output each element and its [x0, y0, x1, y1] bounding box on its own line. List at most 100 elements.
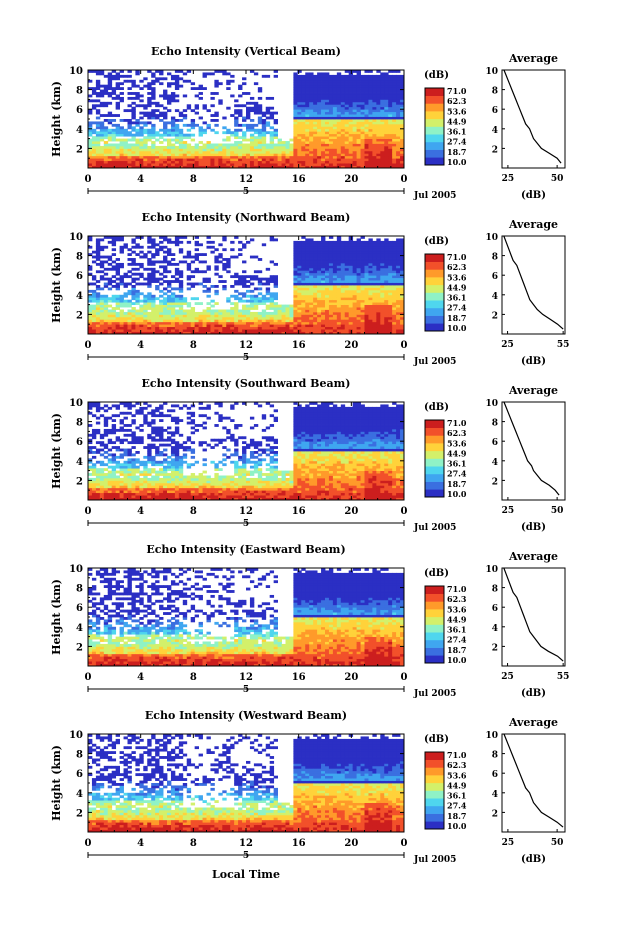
heatmap-cell: [321, 248, 325, 251]
heatmap-cell: [392, 275, 396, 278]
heatmap-cell: [167, 248, 171, 251]
heatmap-cell: [92, 278, 96, 281]
heatmap-cell: [325, 161, 329, 164]
heatmap-cell: [353, 107, 357, 110]
heatmap-cell: [242, 131, 246, 134]
heatmap-cell: [361, 163, 365, 166]
heatmap-cell: [337, 319, 341, 322]
heatmap-cell: [325, 121, 329, 124]
heatmap-cell: [179, 136, 183, 139]
heatmap-cell: [199, 270, 203, 273]
heatmap-cell: [361, 317, 365, 320]
heatmap-cell: [159, 134, 163, 137]
heatmap-cell: [183, 329, 187, 332]
heatmap-cell: [210, 144, 214, 147]
heatmap-cell: [376, 273, 380, 276]
heatmap-cell: [293, 275, 297, 278]
heatmap-cell: [337, 80, 341, 83]
heatmap-cell: [163, 95, 167, 98]
heatmap-cell: [100, 461, 104, 464]
heatmap-cell: [349, 324, 353, 327]
heatmap-cell: [313, 82, 317, 85]
heatmap-cell: [274, 119, 278, 122]
heatmap-cell: [313, 253, 317, 256]
heatmap-cell: [96, 92, 100, 95]
heatmap-cell: [286, 305, 290, 308]
heatmap-cell: [131, 466, 135, 469]
heatmap-cell: [345, 80, 349, 83]
heatmap-cell: [131, 121, 135, 124]
heatmap-cell: [313, 251, 317, 254]
heatmap-cell: [321, 99, 325, 102]
heatmap-cell: [135, 151, 139, 154]
heatmap-cell: [258, 329, 262, 332]
heatmap-cell: [384, 126, 388, 129]
heatmap-cell: [262, 156, 266, 159]
heatmap-cell: [341, 275, 345, 278]
heatmap-cell: [396, 75, 400, 78]
heatmap-cell: [396, 161, 400, 164]
heatmap-cell: [131, 285, 135, 288]
heatmap-cell: [124, 424, 128, 427]
heatmap-cell: [234, 121, 238, 124]
heatmap-cell: [104, 305, 108, 308]
heatmap-cell: [116, 488, 120, 491]
heatmap-cell: [226, 329, 230, 332]
heatmap-cell: [357, 117, 361, 120]
heatmap-cell: [270, 317, 274, 320]
heatmap-cell: [116, 429, 120, 432]
heatmap-cell: [139, 161, 143, 164]
heatmap-cell: [116, 287, 120, 290]
heatmap-cell: [203, 261, 207, 264]
heatmap-cell: [135, 495, 139, 498]
heatmap-cell: [333, 134, 337, 137]
heatmap-cell: [179, 324, 183, 327]
heatmap-cell: [258, 134, 262, 137]
heatmap-cell: [96, 407, 100, 410]
heatmap-cell: [305, 72, 309, 75]
heatmap-cell: [159, 278, 163, 281]
heatmap-cell: [195, 283, 199, 286]
heatmap-cell: [388, 270, 392, 273]
heatmap-cell: [139, 480, 143, 483]
heatmap-cell: [321, 251, 325, 254]
heatmap-cell: [218, 253, 222, 256]
heatmap-cell: [274, 283, 278, 286]
heatmap-cell: [361, 278, 365, 281]
heatmap-cell: [131, 292, 135, 295]
heatmap-cell: [392, 263, 396, 266]
heatmap-cell: [388, 139, 392, 142]
heatmap-cell: [207, 302, 211, 305]
colorbar-tick-label: 27.4: [447, 303, 467, 313]
heatmap-cell: [313, 287, 317, 290]
heatmap-cell: [226, 310, 230, 313]
heatmap-cell: [199, 312, 203, 315]
heatmap-cell: [108, 300, 112, 303]
heatmap-cell: [234, 163, 238, 166]
heatmap-cell: [242, 327, 246, 330]
heatmap-cell: [380, 119, 384, 122]
heatmap-cell: [131, 441, 135, 444]
heatmap-cell: [376, 112, 380, 115]
heatmap-cell: [128, 478, 132, 481]
heatmap-cell: [376, 312, 380, 315]
heatmap-cell: [183, 144, 187, 147]
heatmap-cell: [246, 300, 250, 303]
heatmap-cell: [286, 163, 290, 166]
heatmap-cell: [376, 92, 380, 95]
heatmap-cell: [262, 139, 266, 142]
heatmap-cell: [234, 117, 238, 120]
heatmap-cell: [293, 72, 297, 75]
heatmap-cell: [368, 163, 372, 166]
heatmap-cell: [128, 310, 132, 313]
heatmap-cell: [333, 85, 337, 88]
heatmap-cell: [104, 319, 108, 322]
heatmap-cell: [297, 146, 301, 149]
colorbar-segment: [425, 316, 444, 324]
heatmap-cell: [333, 280, 337, 283]
heatmap-cell: [238, 129, 242, 132]
heatmap-cell: [242, 280, 246, 283]
heatmap-cell: [139, 148, 143, 151]
heatmap-cell: [116, 95, 120, 98]
heatmap-cell: [345, 324, 349, 327]
